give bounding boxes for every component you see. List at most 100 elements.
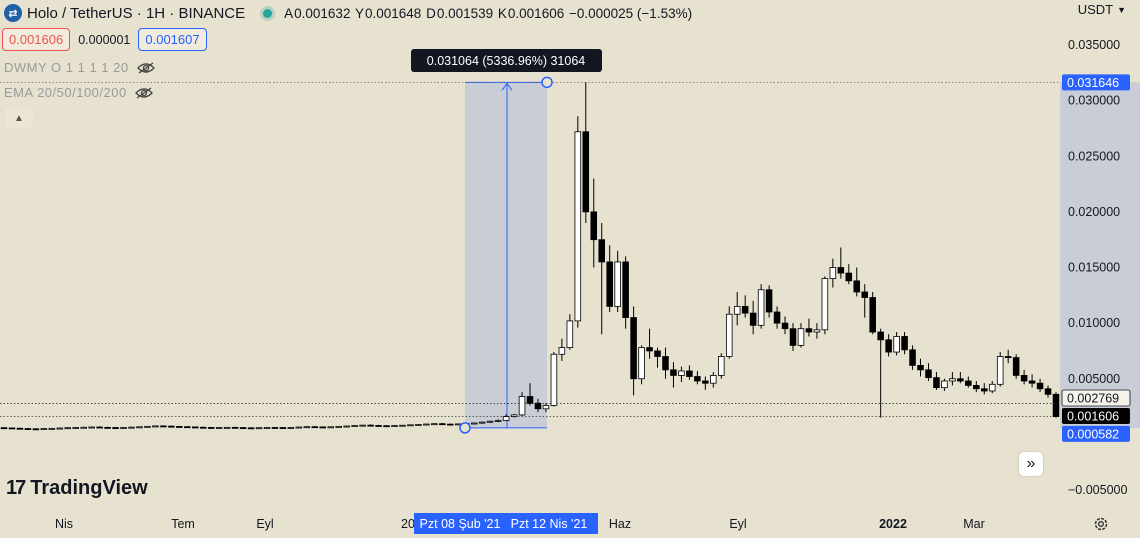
candle-body-72[interactable] xyxy=(574,131,582,322)
candle-body-85[interactable] xyxy=(678,370,685,376)
candle-body-14[interactable] xyxy=(112,427,119,429)
candle-body-98[interactable] xyxy=(781,322,789,330)
candle-body-89[interactable] xyxy=(710,375,717,384)
candle-body-29[interactable] xyxy=(231,426,239,429)
candle-body-107[interactable] xyxy=(853,280,861,293)
candle-body-64[interactable] xyxy=(510,414,518,417)
candle-body-121[interactable] xyxy=(965,380,972,386)
market-status-icon[interactable] xyxy=(263,8,273,18)
candle-body-6[interactable] xyxy=(48,427,56,430)
candle-body-127[interactable] xyxy=(1012,357,1020,376)
candle-body-74[interactable] xyxy=(590,211,598,241)
candle-body-32[interactable] xyxy=(255,427,263,430)
candle-body-9[interactable] xyxy=(72,427,79,429)
candle-body-103[interactable] xyxy=(821,278,829,331)
candle-body-43[interactable] xyxy=(343,425,350,428)
candle-body-37[interactable] xyxy=(295,426,303,429)
candle-body-73[interactable] xyxy=(582,131,590,213)
candle-body-50[interactable] xyxy=(399,424,406,427)
sell-button[interactable]: 0.001606 xyxy=(2,28,71,51)
candle-body-112[interactable] xyxy=(893,336,900,353)
candle-body-75[interactable] xyxy=(598,239,605,263)
candle-body-90[interactable] xyxy=(718,356,725,376)
candle-body-34[interactable] xyxy=(271,427,279,429)
candle-body-100[interactable] xyxy=(797,328,805,346)
candle-body-76[interactable] xyxy=(606,261,613,307)
buy-button[interactable]: 0.001607 xyxy=(138,28,207,51)
candle-body-48[interactable] xyxy=(383,425,390,428)
candle-body-94[interactable] xyxy=(749,312,757,326)
candle-body-39[interactable] xyxy=(311,426,319,429)
candle-body-108[interactable] xyxy=(861,291,868,298)
candle-body-62[interactable] xyxy=(494,420,502,422)
candle-body-7[interactable] xyxy=(56,427,64,430)
candle-body-68[interactable] xyxy=(542,405,550,410)
candle-body-51[interactable] xyxy=(407,424,414,427)
candle-body-106[interactable] xyxy=(845,272,853,282)
currency-selector[interactable]: USDT ▼ xyxy=(1077,2,1126,17)
candle-body-2[interactable] xyxy=(16,427,24,430)
collapse-indicators-button[interactable]: ▲ xyxy=(5,108,33,128)
candle-body-70[interactable] xyxy=(558,347,566,355)
candle-body-55[interactable] xyxy=(439,423,446,426)
candle-body-117[interactable] xyxy=(933,377,940,389)
candle-body-131[interactable] xyxy=(1044,388,1052,395)
candle-body-49[interactable] xyxy=(391,425,398,427)
candle-body-92[interactable] xyxy=(733,306,741,315)
candle-body-35[interactable] xyxy=(279,427,287,429)
candle-body-17[interactable] xyxy=(136,426,143,429)
candle-body-23[interactable] xyxy=(184,426,191,429)
candle-body-83[interactable] xyxy=(662,356,669,371)
candle-body-78[interactable] xyxy=(622,261,629,318)
candle-body-116[interactable] xyxy=(925,369,932,379)
candle-body-71[interactable] xyxy=(566,320,574,348)
candle-body-52[interactable] xyxy=(415,424,422,426)
candle-body-53[interactable] xyxy=(423,423,430,426)
candle-body-104[interactable] xyxy=(829,267,837,280)
candle-body-38[interactable] xyxy=(303,426,311,429)
candle-body-123[interactable] xyxy=(981,388,988,392)
candle-body-67[interactable] xyxy=(534,402,542,410)
candle-body-44[interactable] xyxy=(351,425,358,427)
candle-body-88[interactable] xyxy=(702,380,709,384)
candle-body-99[interactable] xyxy=(789,328,797,346)
scroll-to-realtime-button[interactable]: » xyxy=(1019,452,1043,476)
candle-body-129[interactable] xyxy=(1028,380,1036,384)
candle-body-81[interactable] xyxy=(646,347,653,352)
eye-off-icon[interactable] xyxy=(136,61,155,74)
candle-body-21[interactable] xyxy=(168,425,175,428)
candle-body-13[interactable] xyxy=(104,426,111,429)
candle-body-66[interactable] xyxy=(526,396,534,404)
symbol-title[interactable]: Holo / TetherUS · 1H · BINANCE xyxy=(27,4,246,22)
candle-body-126[interactable] xyxy=(1004,356,1012,359)
candle-body-42[interactable] xyxy=(335,425,342,428)
candle-body-10[interactable] xyxy=(80,426,87,429)
candle-body-56[interactable] xyxy=(447,423,454,426)
candle-body-82[interactable] xyxy=(654,350,661,357)
candle-body-54[interactable] xyxy=(431,423,438,426)
candle-body-61[interactable] xyxy=(486,420,494,423)
candle-body-11[interactable] xyxy=(88,426,95,429)
candle-body-63[interactable] xyxy=(502,416,510,421)
candle-body-101[interactable] xyxy=(805,328,813,333)
candle-body-18[interactable] xyxy=(144,425,151,428)
candle-body-8[interactable] xyxy=(64,427,72,430)
candle-body-122[interactable] xyxy=(973,385,980,390)
candle-body-84[interactable] xyxy=(670,369,677,376)
candle-body-40[interactable] xyxy=(319,426,327,429)
candle-body-119[interactable] xyxy=(949,378,956,382)
measure-end-handle[interactable] xyxy=(541,76,553,89)
candle-body-113[interactable] xyxy=(901,336,908,351)
candle-body-47[interactable] xyxy=(375,425,382,427)
measure-area[interactable] xyxy=(465,82,547,428)
indicator-ema[interactable]: EMA 20/50/100/200 xyxy=(4,85,153,100)
candle-body-86[interactable] xyxy=(686,370,693,377)
candle-body-36[interactable] xyxy=(287,427,295,429)
candle-body-16[interactable] xyxy=(128,426,135,429)
candle-body-132[interactable] xyxy=(1052,393,1060,417)
candle-body-65[interactable] xyxy=(518,396,526,416)
candle-body-125[interactable] xyxy=(996,356,1004,385)
candle-body-33[interactable] xyxy=(263,427,271,429)
candle-body-114[interactable] xyxy=(909,349,916,366)
candle-body-20[interactable] xyxy=(160,425,167,428)
